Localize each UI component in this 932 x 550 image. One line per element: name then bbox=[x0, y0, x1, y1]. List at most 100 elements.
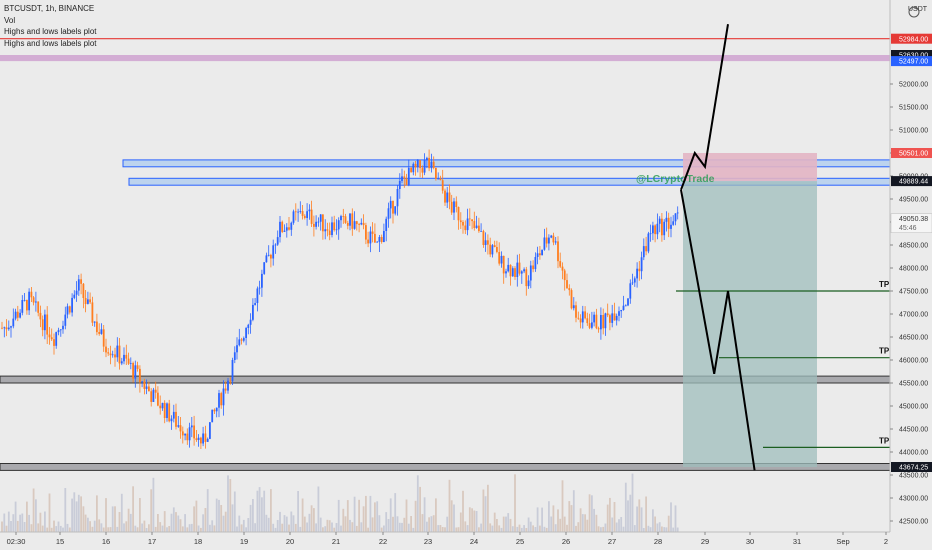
candle-body[interactable] bbox=[604, 313, 607, 329]
candle-body[interactable] bbox=[236, 345, 238, 353]
candle-body[interactable] bbox=[12, 318, 15, 327]
candle-body[interactable] bbox=[240, 339, 243, 341]
candle-body[interactable] bbox=[118, 345, 121, 364]
candle-body[interactable] bbox=[550, 235, 553, 238]
candle-body[interactable] bbox=[306, 211, 308, 218]
candle-body[interactable] bbox=[93, 321, 96, 323]
candle-body[interactable] bbox=[581, 311, 584, 323]
candle-body[interactable] bbox=[294, 211, 297, 213]
candle-body[interactable] bbox=[459, 220, 462, 223]
candle-body[interactable] bbox=[68, 306, 71, 313]
candle-body[interactable] bbox=[595, 314, 598, 329]
candle-body[interactable] bbox=[123, 354, 125, 362]
price-badge[interactable] bbox=[891, 176, 932, 187]
candle-body[interactable] bbox=[439, 178, 442, 181]
candle-body[interactable] bbox=[53, 339, 55, 346]
candle-body[interactable] bbox=[270, 254, 272, 259]
candle-body[interactable] bbox=[127, 358, 130, 364]
candle-body[interactable] bbox=[618, 311, 620, 316]
candle-body[interactable] bbox=[392, 200, 394, 214]
candle-body[interactable] bbox=[102, 329, 105, 347]
candle-body[interactable] bbox=[633, 278, 636, 283]
candle-body[interactable] bbox=[432, 161, 435, 168]
candle-body[interactable] bbox=[297, 211, 299, 213]
candle-body[interactable] bbox=[317, 221, 320, 223]
candle-body[interactable] bbox=[410, 167, 412, 173]
price-badge[interactable] bbox=[891, 50, 932, 60]
candle-body[interactable] bbox=[290, 222, 293, 230]
candle-body[interactable] bbox=[584, 311, 586, 319]
price-badge[interactable] bbox=[891, 56, 932, 67]
candle-body[interactable] bbox=[636, 268, 638, 279]
candle-body[interactable] bbox=[28, 291, 30, 311]
candle-body[interactable] bbox=[446, 192, 449, 203]
candle-body[interactable] bbox=[10, 326, 12, 328]
candle-body[interactable] bbox=[414, 163, 417, 168]
candle-body[interactable] bbox=[448, 192, 451, 202]
candle-body[interactable] bbox=[206, 438, 209, 442]
candle-body[interactable] bbox=[387, 208, 390, 219]
candle-body[interactable] bbox=[559, 261, 562, 267]
candle-body[interactable] bbox=[349, 213, 351, 226]
candle-body[interactable] bbox=[75, 290, 78, 295]
candle-body[interactable] bbox=[179, 425, 182, 432]
candle-body[interactable] bbox=[3, 327, 6, 329]
candle-body[interactable] bbox=[566, 280, 568, 289]
candle-body[interactable] bbox=[430, 161, 433, 169]
candle-body[interactable] bbox=[5, 327, 8, 330]
candle-body[interactable] bbox=[30, 291, 33, 298]
projection-path-bullish[interactable] bbox=[680, 24, 729, 191]
candle-body[interactable] bbox=[136, 365, 139, 369]
candle-body[interactable] bbox=[575, 305, 577, 318]
candle-body[interactable] bbox=[91, 302, 94, 323]
candle-body[interactable] bbox=[620, 310, 623, 312]
price-axis[interactable]: USDT52000.0051500.0051000.0050500.005000… bbox=[889, 0, 932, 550]
candle-body[interactable] bbox=[491, 245, 494, 255]
candle-body[interactable] bbox=[523, 269, 525, 272]
candle-body[interactable] bbox=[274, 244, 277, 246]
candle-body[interactable] bbox=[509, 264, 512, 277]
candle-body[interactable] bbox=[541, 249, 543, 256]
price-badge[interactable] bbox=[891, 462, 932, 472]
candle-body[interactable] bbox=[502, 255, 505, 274]
candle-body[interactable] bbox=[353, 221, 356, 229]
settings-icon[interactable] bbox=[908, 6, 920, 18]
candle-body[interactable] bbox=[457, 207, 460, 221]
candle-body[interactable] bbox=[125, 354, 128, 359]
candle-body[interactable] bbox=[23, 300, 26, 301]
candle-body[interactable] bbox=[652, 225, 654, 234]
candle-body[interactable] bbox=[656, 223, 659, 235]
candle-body[interactable] bbox=[464, 225, 467, 231]
candle-body[interactable] bbox=[570, 290, 573, 309]
candle-body[interactable] bbox=[159, 405, 162, 409]
candle-body[interactable] bbox=[190, 425, 193, 428]
candle-body[interactable] bbox=[57, 330, 60, 333]
candle-body[interactable] bbox=[211, 409, 214, 423]
candle-body[interactable] bbox=[181, 431, 184, 436]
candle-body[interactable] bbox=[256, 288, 259, 304]
candle-body[interactable] bbox=[66, 306, 69, 315]
candle-body[interactable] bbox=[500, 255, 503, 264]
candle-body[interactable] bbox=[279, 221, 281, 238]
candle-body[interactable] bbox=[59, 329, 62, 331]
candle-body[interactable] bbox=[342, 216, 345, 217]
candle-body[interactable] bbox=[218, 393, 220, 408]
candle-body[interactable] bbox=[272, 245, 275, 259]
candle-body[interactable] bbox=[335, 229, 338, 231]
candlestick-series[interactable] bbox=[1, 149, 679, 450]
last-price-tag[interactable] bbox=[890, 213, 932, 233]
candle-body[interactable] bbox=[120, 361, 123, 364]
candle-body[interactable] bbox=[435, 167, 437, 179]
candle-body[interactable] bbox=[518, 262, 521, 274]
candle-body[interactable] bbox=[267, 254, 270, 256]
candle-body[interactable] bbox=[358, 224, 360, 225]
candle-body[interactable] bbox=[419, 160, 421, 169]
candle-body[interactable] bbox=[209, 422, 211, 439]
candle-body[interactable] bbox=[498, 252, 501, 264]
indicator-volume[interactable]: Vol bbox=[4, 15, 16, 25]
candle-body[interactable] bbox=[292, 211, 295, 223]
candle-body[interactable] bbox=[367, 239, 369, 244]
candle-body[interactable] bbox=[622, 305, 625, 310]
candle-body[interactable] bbox=[111, 354, 114, 356]
candle-body[interactable] bbox=[586, 318, 589, 324]
